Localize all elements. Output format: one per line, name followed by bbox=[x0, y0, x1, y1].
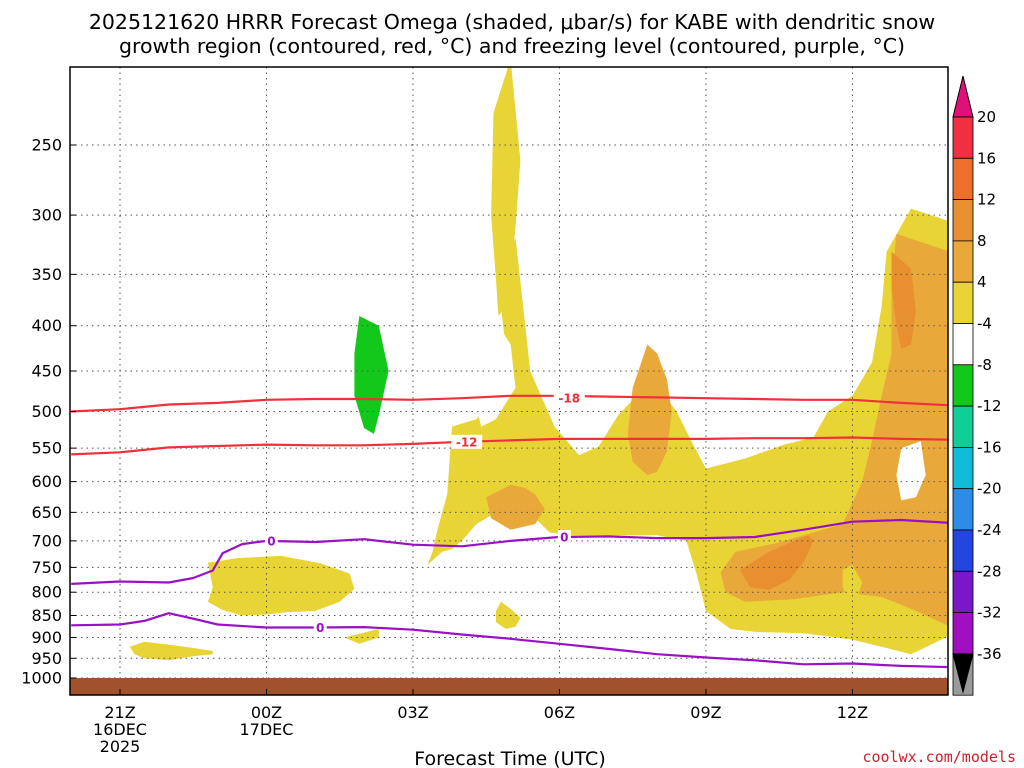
x-tick-label-3-1: 17DEC bbox=[240, 720, 294, 739]
x-axis-label: Forecast Time (UTC) bbox=[414, 748, 605, 768]
omega-region-8 bbox=[891, 251, 916, 349]
colorbar-label-8: -16 bbox=[977, 438, 1002, 456]
omega-region-19 bbox=[896, 441, 926, 501]
contour-label-3: 0 bbox=[560, 531, 568, 545]
contour-line-0-2 bbox=[71, 518, 948, 585]
omega-region-14 bbox=[842, 564, 863, 597]
y-tick-label-900: 900 bbox=[31, 628, 62, 647]
y-tick-label-250: 250 bbox=[31, 136, 62, 155]
ground-bar bbox=[70, 678, 948, 695]
colorbar-band-6 bbox=[952, 364, 974, 407]
colorbar-label-7: -12 bbox=[977, 397, 1002, 415]
omega-region-13 bbox=[491, 67, 521, 316]
colorbar-label-5: -4 bbox=[977, 315, 992, 333]
contour-label-0: -18 bbox=[558, 392, 580, 406]
x-tick-label-12-0: 09Z bbox=[690, 703, 721, 722]
contour-label-bg-4 bbox=[313, 620, 327, 635]
colorbar-band-8 bbox=[952, 446, 974, 490]
y-tick-label-550: 550 bbox=[31, 439, 62, 458]
plot-frame bbox=[69, 66, 949, 696]
colorbar-label-3: 8 bbox=[977, 232, 987, 250]
colorbar-band-12 bbox=[952, 612, 974, 655]
contour-label-1: -12 bbox=[456, 435, 478, 449]
colorbar-band-5 bbox=[952, 323, 974, 366]
colorbar-label-2: 12 bbox=[977, 191, 996, 209]
colorbar: 20 16 12 8 4 -4 -8 -12 -16 -20 -24 -28 -32 -36 bbox=[952, 75, 1002, 696]
shaded-omega bbox=[129, 67, 948, 661]
x-tick-label-0-1: 16DEC bbox=[93, 720, 147, 739]
omega-region-11 bbox=[344, 628, 379, 644]
omega-region-7 bbox=[740, 535, 814, 590]
omega-region-16 bbox=[598, 274, 638, 380]
omega-region-18 bbox=[818, 202, 848, 336]
contour-label-bg-3 bbox=[557, 530, 571, 545]
colorbar-band-4 bbox=[952, 281, 974, 324]
colorbar-label-10: -24 bbox=[977, 521, 1002, 539]
contour-label-4: 0 bbox=[316, 621, 324, 635]
omega-region-2 bbox=[354, 316, 389, 434]
colorbar-band-1 bbox=[952, 157, 974, 201]
contour-line--18-0 bbox=[71, 394, 948, 413]
colorbar-band-9 bbox=[952, 488, 974, 531]
x-tick-label-6-0: 03Z bbox=[397, 703, 428, 722]
colorbar-label-11: -28 bbox=[977, 562, 1002, 580]
x-tick-label-3-0: 00Z bbox=[251, 703, 282, 722]
omega-region-6 bbox=[720, 233, 948, 626]
omega-region-12 bbox=[496, 601, 521, 629]
y-tick-label-1000: 1000 bbox=[21, 669, 62, 688]
contours: -18 -12 0 0 0 bbox=[71, 391, 948, 669]
colorbar-label-6: -8 bbox=[977, 356, 992, 374]
colorbar-label-9: -20 bbox=[977, 480, 1002, 498]
colorbar-band-0 bbox=[952, 116, 974, 159]
y-tick-label-600: 600 bbox=[31, 472, 62, 491]
colorbar-bottom-arrow bbox=[952, 653, 974, 694]
contour-line--12-1 bbox=[71, 436, 948, 456]
y-tick-label-800: 800 bbox=[31, 583, 62, 602]
colorbar-label-4: 4 bbox=[977, 273, 987, 291]
omega-region-4 bbox=[486, 484, 545, 530]
colorbar-label-0: 20 bbox=[977, 108, 996, 126]
contour-label-2: 0 bbox=[267, 534, 275, 548]
chart-title-line1: 2025121620 HRRR Forecast Omega (shaded, … bbox=[89, 10, 935, 34]
colorbar-top-arrow bbox=[952, 75, 974, 118]
contour-label-bg-2 bbox=[264, 533, 278, 548]
y-tick-label-300: 300 bbox=[31, 206, 62, 225]
y-axis: 250 300 350 400 450 500 550 600 650 700 750 800 850 9… bbox=[21, 136, 76, 688]
colorbar-band-11 bbox=[952, 570, 974, 613]
contour-line-0-3 bbox=[71, 612, 948, 669]
colorbar-band-2 bbox=[952, 199, 974, 242]
colorbar-label-12: -32 bbox=[977, 604, 1002, 622]
grid bbox=[70, 67, 948, 695]
plot-area: -18 -12 0 0 0 250 300 350 400 450 500 550 600 650 700 7… bbox=[21, 66, 949, 756]
omega-region-9 bbox=[207, 555, 355, 616]
chart-title-line2: growth region (contoured, red, °C) and f… bbox=[119, 34, 905, 58]
colorbar-label-1: 16 bbox=[977, 149, 996, 167]
credit-text: coolwx.com/models bbox=[862, 748, 1016, 766]
x-tick-label-15-0: 12Z bbox=[837, 703, 868, 722]
omega-region-0 bbox=[159, 227, 172, 431]
omega-region-5 bbox=[627, 344, 672, 476]
contour-label-bg-1 bbox=[451, 434, 483, 449]
colorbar-band-7 bbox=[952, 405, 974, 448]
y-tick-label-750: 750 bbox=[31, 558, 62, 577]
y-tick-label-950: 950 bbox=[31, 649, 62, 668]
y-tick-label-500: 500 bbox=[31, 402, 62, 421]
omega-region-10 bbox=[129, 641, 213, 661]
x-tick-label-0-2: 2025 bbox=[100, 737, 141, 756]
contour-label-bg-0 bbox=[553, 391, 585, 406]
colorbar-band-3 bbox=[952, 240, 974, 283]
y-tick-label-350: 350 bbox=[31, 265, 62, 284]
y-tick-label-450: 450 bbox=[31, 361, 62, 380]
colorbar-band-10 bbox=[952, 529, 974, 572]
colorbar-label-13: -36 bbox=[977, 645, 1002, 663]
x-tick-label-9-0: 06Z bbox=[544, 703, 575, 722]
x-tick-label-0-0: 21Z bbox=[104, 703, 135, 722]
y-tick-label-850: 850 bbox=[31, 606, 62, 625]
y-tick-label-700: 700 bbox=[31, 531, 62, 550]
y-tick-label-400: 400 bbox=[31, 316, 62, 335]
y-tick-label-650: 650 bbox=[31, 503, 62, 522]
omega-region-17 bbox=[823, 78, 863, 182]
